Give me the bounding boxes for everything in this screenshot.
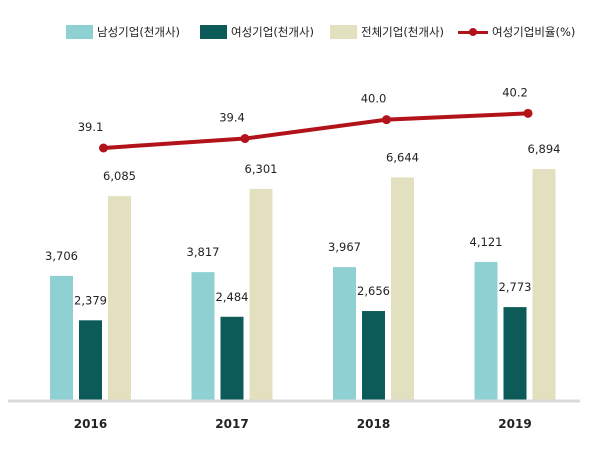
legend-label-total-firms: 전체기업(천개사) — [361, 25, 445, 39]
bar-female-firms-2019 — [503, 307, 527, 400]
x-tick-label-2019: 2019 — [498, 417, 531, 431]
bar-female-firms-2016 — [79, 320, 102, 400]
data-label-total-firms-2017: 6,301 — [245, 162, 278, 176]
data-label-female-firms-2016: 2,379 — [74, 293, 107, 307]
bar-male-firms-2016 — [50, 275, 73, 400]
legend-label-female-firms: 여성기업(천개사) — [231, 25, 315, 39]
data-label-female-firms-2017: 2,484 — [216, 290, 249, 304]
legend: 남성기업(천개사) 여성기업(천개사) 전체기업(천개사) 여성기업비율(%) — [0, 24, 602, 42]
ratio-line-group: 39.1 39.4 40.0 40.2 — [78, 85, 533, 153]
data-label-male-firms-2017: 3,817 — [187, 245, 220, 259]
bar-female-firms-2018 — [362, 311, 385, 400]
legend-item-female-firms: 여성기업(천개사) — [200, 24, 314, 40]
bar-total-firms-2018 — [391, 177, 414, 400]
ratio-point-2018 — [382, 115, 391, 125]
data-label-total-firms-2016: 6,085 — [103, 169, 136, 183]
x-tick-label-2018: 2018 — [357, 417, 390, 431]
bar-total-firms-2017 — [249, 188, 273, 400]
bar-total-firms-2019 — [532, 169, 556, 400]
data-label-total-firms-2019: 6,894 — [528, 142, 561, 156]
legend-item-total-firms: 전체기업(천개사) — [330, 24, 444, 40]
legend-swatch-female-ratio — [458, 25, 488, 39]
data-label-total-firms-2018: 6,644 — [386, 150, 419, 164]
ratio-line — [103, 111, 529, 150]
data-label-male-firms-2018: 3,967 — [328, 240, 361, 254]
ratio-point-2016 — [99, 143, 108, 153]
data-label-female-firms-2019: 2,773 — [499, 280, 532, 294]
x-tick-label-2017: 2017 — [215, 417, 248, 431]
ratio-label-2019: 40.2 — [502, 85, 528, 99]
bar-male-firms-2019 — [474, 261, 498, 400]
ratio-label-2018: 40.0 — [361, 92, 387, 106]
x-tick-labels: 2016 2017 2018 2019 — [74, 417, 532, 431]
bar-labels-group: 3,706 2,379 6,085 3,817 2,484 6,301 3,967 2,656… — [45, 142, 560, 307]
legend-item-male-firms: 남성기업(천개사) — [66, 24, 180, 40]
bar-male-firms-2018 — [333, 267, 356, 400]
legend-label-female-ratio: 여성기업비율(%) — [492, 25, 576, 39]
bar-female-firms-2017 — [220, 316, 244, 400]
data-label-female-firms-2018: 2,656 — [357, 284, 390, 298]
legend-swatch-female-firms — [200, 25, 227, 39]
ratio-point-2019 — [523, 108, 533, 118]
legend-swatch-total-firms — [330, 25, 357, 39]
x-tick-label-2016: 2016 — [74, 417, 107, 431]
bar-total-firms-2016 — [108, 196, 131, 400]
legend-label-male-firms: 남성기업(천개사) — [97, 25, 181, 39]
data-label-male-firms-2019: 4,121 — [470, 235, 503, 249]
bar-male-firms-2017 — [191, 272, 215, 400]
ratio-point-2017 — [240, 134, 250, 144]
legend-swatch-male-firms — [66, 25, 93, 39]
ratio-label-2016: 39.1 — [78, 120, 104, 134]
legend-item-female-ratio: 여성기업비율(%) — [458, 24, 575, 40]
data-label-male-firms-2016: 3,706 — [45, 249, 78, 263]
bars-group — [50, 169, 556, 400]
ratio-label-2017: 39.4 — [219, 111, 245, 125]
